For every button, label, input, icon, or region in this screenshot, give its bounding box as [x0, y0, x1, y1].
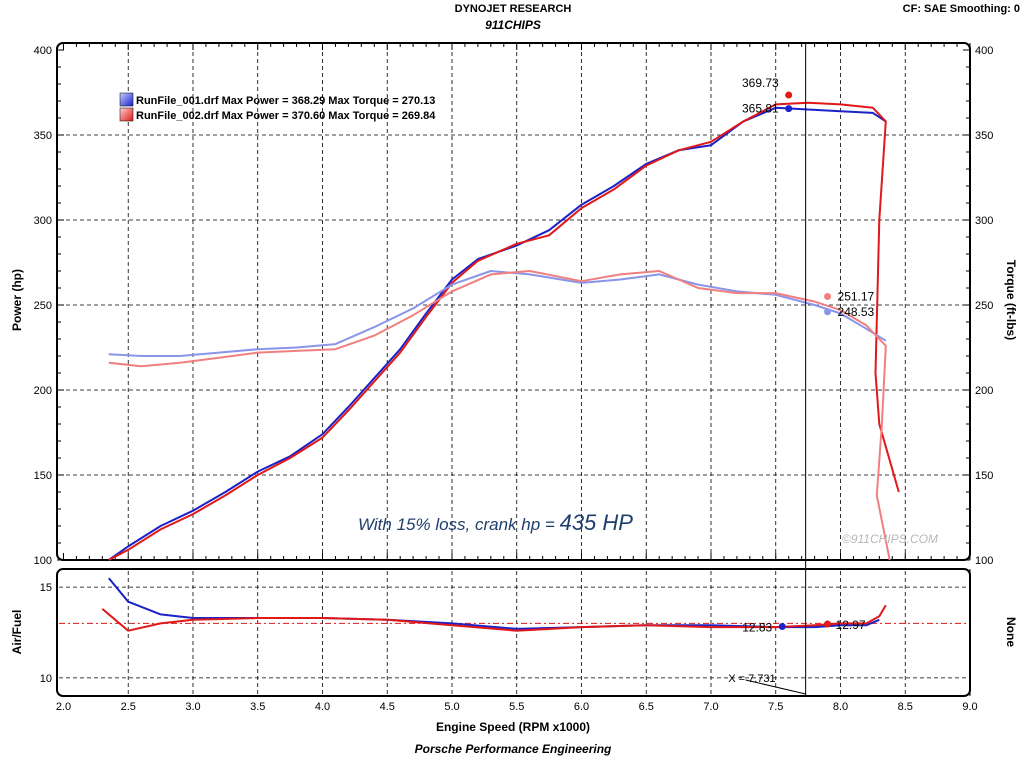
- x-tick-label: 4.5: [380, 701, 395, 713]
- upper-series-line-1: [108, 101, 900, 561]
- upper-series-line-0: [108, 106, 887, 561]
- rpm-cursor: X = 7.731: [728, 43, 807, 696]
- value-marker-dot: [785, 105, 793, 113]
- lower-markers: 12.83 12.97: [742, 618, 866, 635]
- x-tick-label: 6.0: [574, 701, 589, 713]
- y-tick-right-label: 150: [975, 470, 993, 482]
- watermark: ©911CHIPS.COM: [842, 532, 938, 546]
- y-tick-right-label: 300: [975, 215, 993, 227]
- lower-y-tick-label: 10: [40, 673, 52, 685]
- afr-marker-dot: [824, 620, 832, 628]
- annotation-prefix: With 15% loss, crank hp =: [358, 515, 560, 534]
- value-marker-dot: [824, 308, 832, 316]
- chart-subtitle: 911CHIPS: [485, 18, 541, 32]
- legend-entry-run2: RunFile_002.drf Max Power = 370.60 Max T…: [136, 110, 436, 122]
- upper-plot-area: [56, 42, 971, 561]
- value-marker-dot: [785, 91, 793, 99]
- x-tick-label: 9.0: [962, 701, 977, 713]
- lower-y-axis-left-label: Air/Fuel: [10, 610, 24, 655]
- y-tick-right-label: 200: [975, 385, 993, 397]
- x-tick-label: 8.5: [898, 701, 913, 713]
- value-marker-dot: [824, 293, 832, 300]
- x-tick-label: 6.5: [639, 701, 654, 713]
- y-axis-left-label: Power (hp): [10, 269, 24, 331]
- legend-swatch-run1: [119, 92, 134, 107]
- settings-label: CF: SAE Smoothing: 0: [903, 3, 1020, 15]
- upper-series-line-3: [108, 270, 891, 561]
- y-tick-left-label: 200: [34, 385, 52, 397]
- y-tick-right-label: 400: [975, 45, 993, 57]
- legend-entry-run1: RunFile_001.drf Max Power = 368.29 Max T…: [136, 95, 435, 107]
- afr-marker-label: 12.97: [836, 618, 866, 632]
- lower-y-tick-label: 15: [40, 582, 52, 594]
- x-tick-label: 7.5: [768, 701, 783, 713]
- value-marker-label: 251.17: [838, 290, 875, 304]
- value-marker-label: 369.73: [742, 76, 779, 90]
- x-tick-label: 3.5: [250, 701, 265, 713]
- annotation-value: 435 HP: [560, 510, 634, 535]
- x-tick-label: 5.0: [444, 701, 459, 713]
- cursor-label: X = 7.731: [728, 673, 775, 685]
- chart-title: DYNOJET RESEARCH: [455, 3, 572, 15]
- x-axis-label: Engine Speed (RPM x1000): [436, 720, 590, 734]
- y-tick-left-label: 300: [34, 215, 52, 227]
- y-tick-left-label: 250: [34, 300, 52, 312]
- lower-series-line-0: [108, 577, 880, 630]
- x-axis-ticks: 2.0 2.5 3.0 3.5 4.0 4.5 5.0 5.5 6.0 6.5 7.0 7.5 8.0 8…: [56, 701, 978, 713]
- x-tick-label: 2.0: [56, 701, 71, 713]
- y-tick-right-label: 250: [975, 300, 993, 312]
- x-tick-label: 2.5: [121, 701, 136, 713]
- y-axis-right-label: Torque (ft-lbs): [1004, 260, 1018, 340]
- x-tick-label: 8.0: [833, 701, 848, 713]
- y-tick-right-label: 350: [975, 130, 993, 142]
- lower-grid: [59, 571, 968, 694]
- legend-swatch-run2: [119, 107, 134, 122]
- afr-marker-dot: [778, 623, 786, 631]
- lower-y-axis-right-label: None: [1004, 617, 1018, 647]
- y-tick-left-label: 350: [34, 130, 52, 142]
- x-tick-label: 7.0: [703, 701, 718, 713]
- lower-series: [101, 577, 887, 632]
- x-tick-label: 5.5: [509, 701, 524, 713]
- crank-hp-annotation: With 15% loss, crank hp = 435 HP: [358, 510, 633, 535]
- value-marker-label: 248.53: [838, 305, 875, 319]
- lower-plot-area: [56, 568, 971, 697]
- x-tick-label: 3.0: [185, 701, 200, 713]
- footer-credit: Porsche Performance Engineering: [415, 742, 612, 756]
- y-tick-right-label: 100: [975, 555, 993, 567]
- lower-series-line-1: [101, 604, 887, 632]
- y-tick-left-label: 150: [34, 470, 52, 482]
- afr-marker-label: 12.83: [742, 621, 772, 635]
- x-tick-label: 4.0: [315, 701, 330, 713]
- upper-series: [108, 101, 900, 561]
- cursor-pointer: [745, 679, 806, 695]
- value-marker-label: 365.81: [742, 102, 779, 116]
- y-tick-left-label: 100: [34, 555, 52, 567]
- lower-ticks: 10 15: [40, 582, 52, 685]
- y-tick-left-label: 400: [34, 45, 52, 57]
